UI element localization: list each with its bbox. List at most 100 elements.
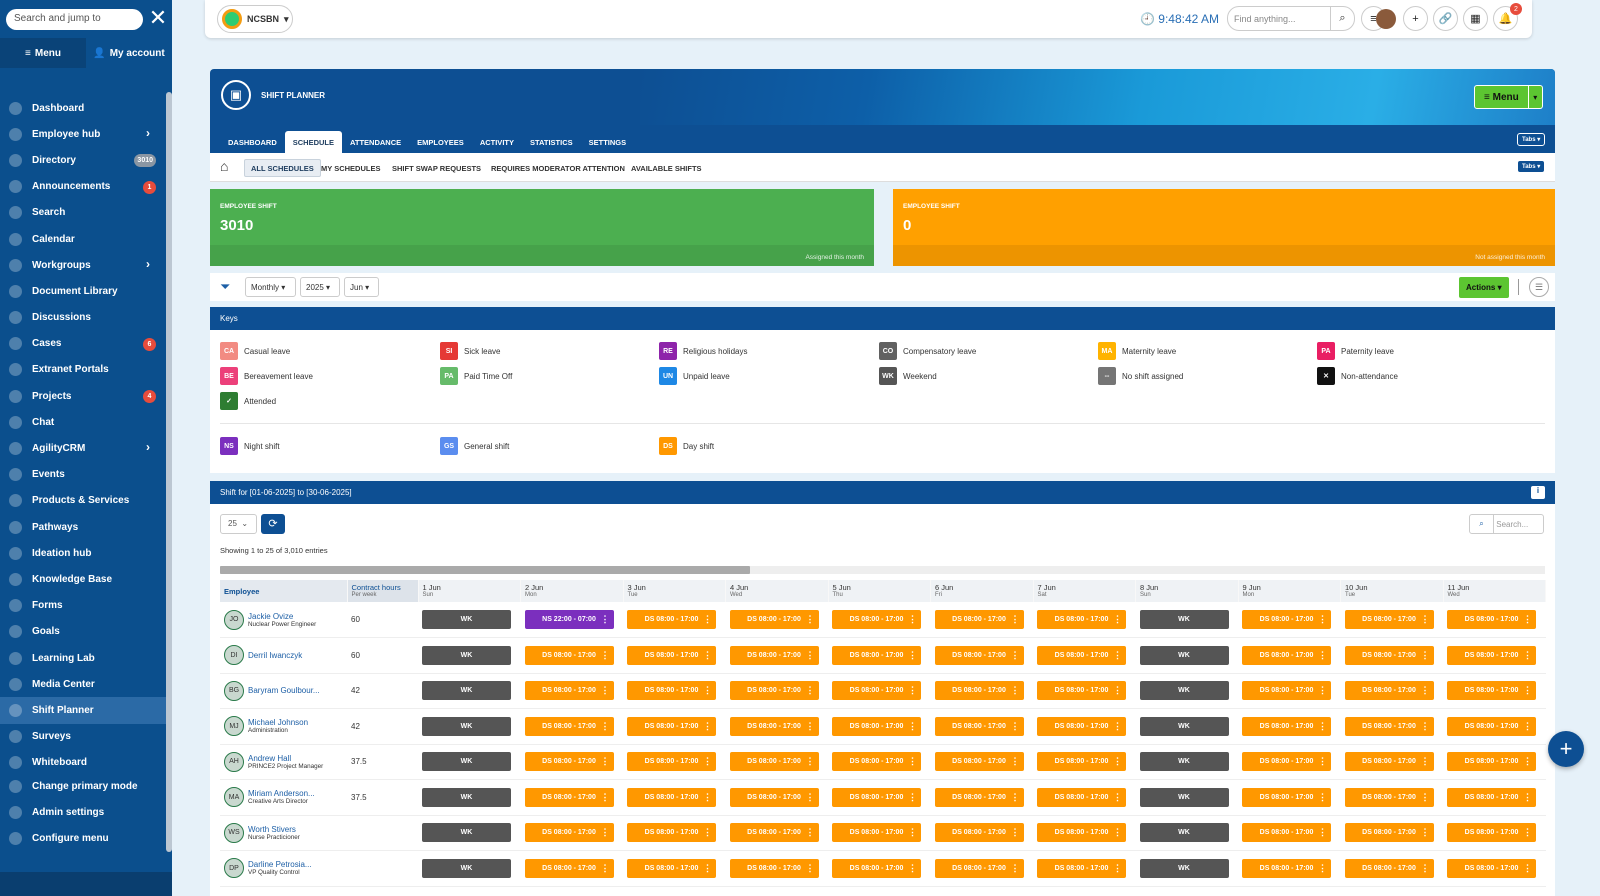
shift-chip[interactable]: DS 08:00 - 17:00 ⋮ <box>627 787 716 807</box>
menu-button[interactable]: ≡ Menu <box>1474 85 1529 109</box>
shift-chip[interactable]: DS 08:00 - 17:00 ⋮ <box>1037 858 1126 878</box>
sidebar-item-whiteboard[interactable]: Whiteboard <box>0 750 166 776</box>
sidebar-item-search[interactable]: Search <box>0 200 166 226</box>
shift-chip[interactable]: DS 08:00 - 17:00 ⋮ <box>524 787 614 807</box>
sidebar-item-products-services[interactable]: Products & Services <box>0 488 166 514</box>
home-icon[interactable]: ⌂ <box>220 158 229 174</box>
shift-chip[interactable]: DS 08:00 - 17:00 ⋮ <box>1344 645 1434 665</box>
shift-chip[interactable]: DS 08:00 - 17:00 ⋮ <box>934 610 1024 629</box>
more-options-icon[interactable]: ⋮ <box>1523 756 1532 767</box>
more-options-icon[interactable]: ⋮ <box>1318 685 1327 696</box>
shift-chip[interactable]: DS 08:00 - 17:00 ⋮ <box>1242 787 1331 807</box>
shift-chip[interactable]: DS 08:00 - 17:00 ⋮ <box>1242 610 1331 629</box>
page-scrollbar[interactable] <box>1588 0 1600 896</box>
shift-chip[interactable]: WK <box>1139 645 1229 665</box>
shift-chip[interactable]: DS 08:00 - 17:00 ⋮ <box>729 858 819 878</box>
shift-chip[interactable]: DS 08:00 - 17:00 ⋮ <box>934 787 1024 807</box>
more-options-icon[interactable]: ⋮ <box>1113 614 1122 624</box>
shift-chip[interactable]: DS 08:00 - 17:00 ⋮ <box>1037 716 1126 736</box>
shift-chip[interactable]: DS 08:00 - 17:00 ⋮ <box>627 610 716 629</box>
more-options-icon[interactable]: ⋮ <box>805 791 815 802</box>
shift-chip[interactable]: WK <box>422 681 511 701</box>
shift-chip[interactable]: DS 08:00 - 17:00 ⋮ <box>934 858 1024 878</box>
period-select[interactable]: Monthly ▾ <box>245 277 296 297</box>
shift-chip[interactable]: DS 08:00 - 17:00 ⋮ <box>524 858 614 878</box>
more-options-icon[interactable]: ⋮ <box>1420 756 1430 767</box>
shift-chip[interactable]: DS 08:00 - 17:00 ⋮ <box>627 823 716 843</box>
more-options-icon[interactable]: ⋮ <box>1420 685 1430 696</box>
tab-attendance[interactable]: ATTENDANCE <box>350 137 402 147</box>
find-anything-input[interactable]: Find anything... ⌕ <box>1227 6 1355 31</box>
shift-chip[interactable]: WK <box>1139 681 1229 701</box>
close-icon[interactable]: ✕ <box>148 5 168 30</box>
sidebar-search-input[interactable]: Search and jump to <box>6 9 143 30</box>
shift-chip[interactable]: DS 08:00 - 17:00 ⋮ <box>832 716 921 736</box>
subtab-requires-moderator-attention[interactable]: REQUIRES MODERATOR ATTENTION <box>491 163 625 173</box>
shift-chip[interactable]: DS 08:00 - 17:00 ⋮ <box>729 823 819 843</box>
shift-chip[interactable]: DS 08:00 - 17:00 ⋮ <box>627 858 716 878</box>
more-options-icon[interactable]: ⋮ <box>1420 862 1430 873</box>
more-options-icon[interactable]: ⋮ <box>600 649 610 660</box>
more-options-icon[interactable]: ⋮ <box>908 720 917 731</box>
more-options-icon[interactable]: ⋮ <box>703 756 712 767</box>
more-options-icon[interactable]: ⋮ <box>805 720 815 731</box>
sidebar-item-agilitycrm[interactable]: AgilityCRM › <box>0 435 166 461</box>
month-select[interactable]: Jun ▾ <box>344 277 379 297</box>
sidebar-item-calendar[interactable]: Calendar <box>0 226 166 252</box>
shift-chip[interactable]: WK <box>422 645 511 665</box>
shift-chip[interactable]: NS 22:00 - 07:00 ⋮ <box>524 610 614 629</box>
search-icon[interactable]: ⌕ <box>1330 7 1354 30</box>
sidebar-bottom-change-primary-mode[interactable]: Change primary mode <box>0 773 172 799</box>
shift-chip[interactable]: DS 08:00 - 17:00 ⋮ <box>729 787 819 807</box>
more-options-icon[interactable]: ⋮ <box>600 862 610 873</box>
employee-name-link[interactable]: Baryram Goulbour... <box>248 686 320 696</box>
shift-chip[interactable]: DS 08:00 - 17:00 ⋮ <box>1344 858 1434 878</box>
sidebar-item-workgroups[interactable]: Workgroups › <box>0 252 166 278</box>
shift-chip[interactable]: DS 08:00 - 17:00 ⋮ <box>934 752 1024 772</box>
more-options-icon[interactable]: ⋮ <box>1318 614 1327 624</box>
shift-chip[interactable]: WK <box>422 752 511 772</box>
subtab-shift-swap-requests[interactable]: SHIFT SWAP REQUESTS <box>392 163 482 173</box>
tab-schedule[interactable]: SCHEDULE <box>284 131 343 153</box>
more-options-icon[interactable]: ⋮ <box>1318 756 1327 767</box>
more-options-icon[interactable]: ⋮ <box>805 685 815 696</box>
sidebar-item-media-center[interactable]: Media Center <box>0 671 166 697</box>
shift-chip[interactable]: DS 08:00 - 17:00 ⋮ <box>729 752 819 772</box>
sidebar-item-learning-lab[interactable]: Learning Lab <box>0 645 166 671</box>
more-options-icon[interactable]: ⋮ <box>1523 649 1532 660</box>
sidebar-item-directory[interactable]: Directory 3010 <box>0 147 166 173</box>
shift-chip[interactable]: WK <box>1139 858 1229 878</box>
user-avatar[interactable] <box>1376 6 1396 31</box>
shift-chip[interactable]: DS 08:00 - 17:00 ⋮ <box>1447 858 1536 878</box>
more-options-icon[interactable]: ⋮ <box>908 614 917 624</box>
employee-name-link[interactable]: Worth Stivers <box>248 824 296 834</box>
shift-chip[interactable]: DS 08:00 - 17:00 ⋮ <box>627 681 716 701</box>
tab-activity[interactable]: ACTIVITY <box>479 137 514 147</box>
employee-name-link[interactable]: Derril Iwanczyk <box>248 650 303 660</box>
sidebar-item-cases[interactable]: Cases 6 <box>0 331 166 357</box>
sidebar-item-pathways[interactable]: Pathways <box>0 514 166 540</box>
shift-chip[interactable]: DS 08:00 - 17:00 ⋮ <box>1242 681 1331 701</box>
sidebar-item-extranet-portals[interactable]: Extranet Portals <box>0 357 166 383</box>
more-options-icon[interactable]: ⋮ <box>1523 685 1532 696</box>
more-options-icon[interactable]: ⋮ <box>1113 756 1122 767</box>
sidebar-bottom-configure-menu[interactable]: Configure menu <box>0 825 172 851</box>
scrollbar-thumb[interactable] <box>220 566 750 574</box>
more-options-icon[interactable]: ⋮ <box>1010 720 1020 731</box>
tab-my-account[interactable]: 👤 My account <box>86 38 172 68</box>
tab-menu[interactable]: ≡ Menu <box>0 38 86 68</box>
org-switcher[interactable]: NCSBN ▾ <box>217 5 293 33</box>
more-options-icon[interactable]: ⋮ <box>1113 649 1122 660</box>
shift-chip[interactable]: WK <box>422 610 511 629</box>
actions-button[interactable]: Actions ▾ <box>1459 277 1509 298</box>
more-options-icon[interactable]: ⋮ <box>1010 685 1020 696</box>
sidebar-item-document-library[interactable]: Document Library <box>0 278 166 304</box>
more-options-icon[interactable]: ⋮ <box>1523 614 1532 624</box>
sidebar-item-chat[interactable]: Chat <box>0 409 166 435</box>
employee-name-link[interactable]: Jackie Ovize <box>248 611 294 621</box>
shift-chip[interactable]: DS 08:00 - 17:00 ⋮ <box>1037 610 1126 629</box>
more-options-icon[interactable]: ⋮ <box>1318 791 1327 802</box>
shift-chip[interactable]: DS 08:00 - 17:00 ⋮ <box>832 645 921 665</box>
shift-chip[interactable]: WK <box>1139 752 1229 772</box>
sidebar-item-dashboard[interactable]: Dashboard <box>0 95 166 121</box>
